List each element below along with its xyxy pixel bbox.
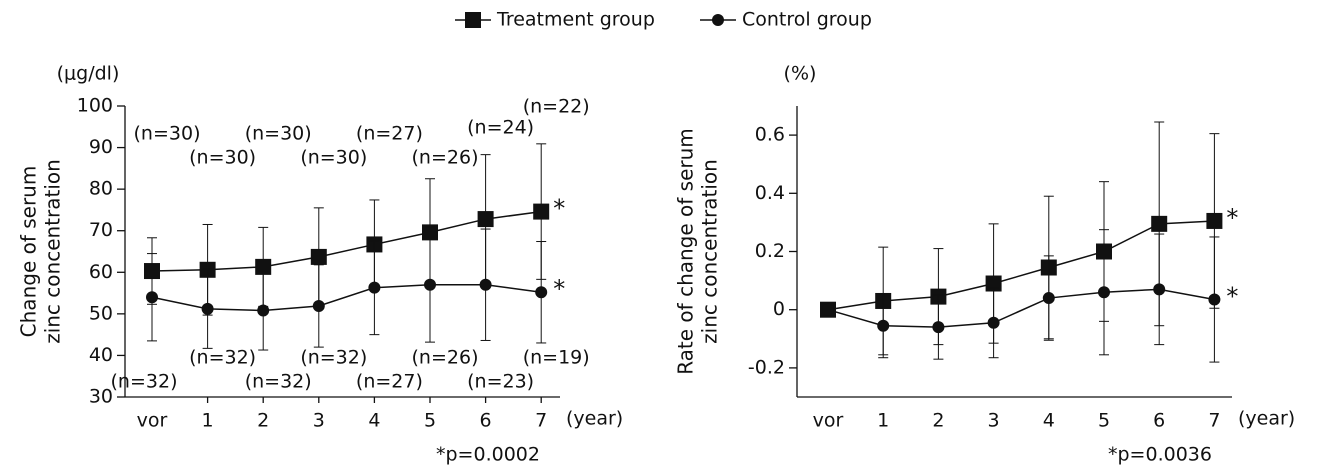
- n-label: (n=22): [523, 96, 590, 118]
- y-tick-label: 100: [77, 95, 113, 117]
- x-tick-label: 4: [368, 410, 380, 432]
- n-label: (n=32): [111, 371, 178, 393]
- significance-mark: *: [553, 195, 565, 223]
- point: [257, 304, 270, 317]
- point: [201, 302, 214, 315]
- y-tick-label: 90: [89, 136, 113, 158]
- x-tick-label: 6: [1153, 410, 1165, 432]
- x-tick-label: 3: [988, 410, 1000, 432]
- y-tick-label: 0.2: [755, 240, 785, 262]
- point: [712, 14, 724, 26]
- x-tick-label: 1: [877, 410, 889, 432]
- x-tick-label: 7: [535, 410, 547, 432]
- y-tick-label: 60: [89, 261, 113, 283]
- y-axis-label: zinc concentration: [41, 159, 65, 344]
- n-label: (n=24): [467, 117, 534, 139]
- y-tick-label: -0.2: [748, 356, 785, 378]
- point: [932, 321, 945, 334]
- n-label: (n=27): [356, 371, 423, 393]
- significance-mark: *: [553, 275, 565, 303]
- x-tick-label: 6: [480, 410, 492, 432]
- point: [424, 278, 436, 291]
- point: [987, 316, 1000, 329]
- point: [822, 303, 834, 316]
- point: [877, 319, 890, 332]
- y-axis-label: Rate of change of serum: [674, 128, 698, 375]
- x-tick-label: 3: [313, 410, 325, 432]
- x-tick-label: vor: [813, 410, 844, 432]
- series-line: [151, 210, 542, 272]
- x-tick-label: 1: [202, 410, 214, 432]
- y-tick-label: 0.4: [755, 182, 785, 204]
- point: [1153, 283, 1166, 296]
- annotation: *p=0.0002: [436, 444, 540, 466]
- y-tick-label: 30: [89, 386, 113, 408]
- n-label: (n=19): [523, 347, 590, 369]
- point: [535, 286, 548, 299]
- n-label: (n=30): [300, 147, 367, 169]
- n-label: (n=23): [467, 371, 534, 393]
- y-tick-label: 0: [773, 298, 785, 320]
- x-tick-label: 5: [1098, 410, 1110, 432]
- point: [1151, 215, 1168, 232]
- significance-mark: *: [1226, 283, 1238, 311]
- x-tick-label: 2: [932, 410, 944, 432]
- point: [146, 291, 158, 304]
- y-tick-label: 50: [89, 302, 113, 324]
- y-axis-label: zinc concentration: [698, 159, 722, 344]
- series-line: [151, 284, 542, 312]
- n-label: (n=30): [189, 147, 256, 169]
- point: [1042, 292, 1055, 305]
- y-unit: (%): [784, 63, 817, 85]
- n-label: (n=26): [412, 347, 479, 369]
- y-axis-label: Change of serum: [17, 166, 41, 338]
- n-label: (n=30): [245, 123, 312, 145]
- y-tick-label: 80: [89, 178, 113, 200]
- y-tick-label: 0.6: [755, 124, 785, 146]
- n-label: (n=27): [356, 123, 423, 145]
- n-label: (n=32): [245, 371, 312, 393]
- x-tick-label: 4: [1043, 410, 1055, 432]
- point: [310, 248, 327, 265]
- point: [465, 12, 481, 28]
- point: [1098, 286, 1110, 299]
- point: [533, 203, 550, 220]
- y-unit: (μg/dl): [57, 63, 120, 85]
- y-tick-label: 40: [89, 344, 113, 366]
- significance-mark: *: [1226, 204, 1238, 232]
- legend-label: Treatment group: [496, 9, 655, 31]
- series-line: [827, 220, 1215, 311]
- point: [479, 278, 492, 291]
- n-label: (n=32): [300, 347, 367, 369]
- x-tick-label: 7: [1208, 410, 1220, 432]
- x-tick-label: 2: [257, 410, 269, 432]
- n-label: (n=30): [134, 123, 201, 145]
- n-label: (n=26): [412, 147, 479, 169]
- annotation: *p=0.0036: [1108, 444, 1212, 466]
- point: [477, 211, 494, 228]
- x-axis-label: (year): [566, 408, 623, 430]
- point: [1206, 212, 1223, 229]
- series-line: [827, 288, 1215, 328]
- x-tick-label: 5: [424, 410, 436, 432]
- n-label: (n=32): [189, 347, 256, 369]
- x-axis-label: (year): [1238, 408, 1295, 430]
- y-tick-label: 70: [89, 219, 113, 241]
- point: [368, 281, 381, 294]
- x-tick-label: vor: [137, 410, 168, 432]
- legend-label: Control group: [742, 9, 872, 31]
- point: [312, 299, 325, 312]
- point: [1208, 293, 1221, 306]
